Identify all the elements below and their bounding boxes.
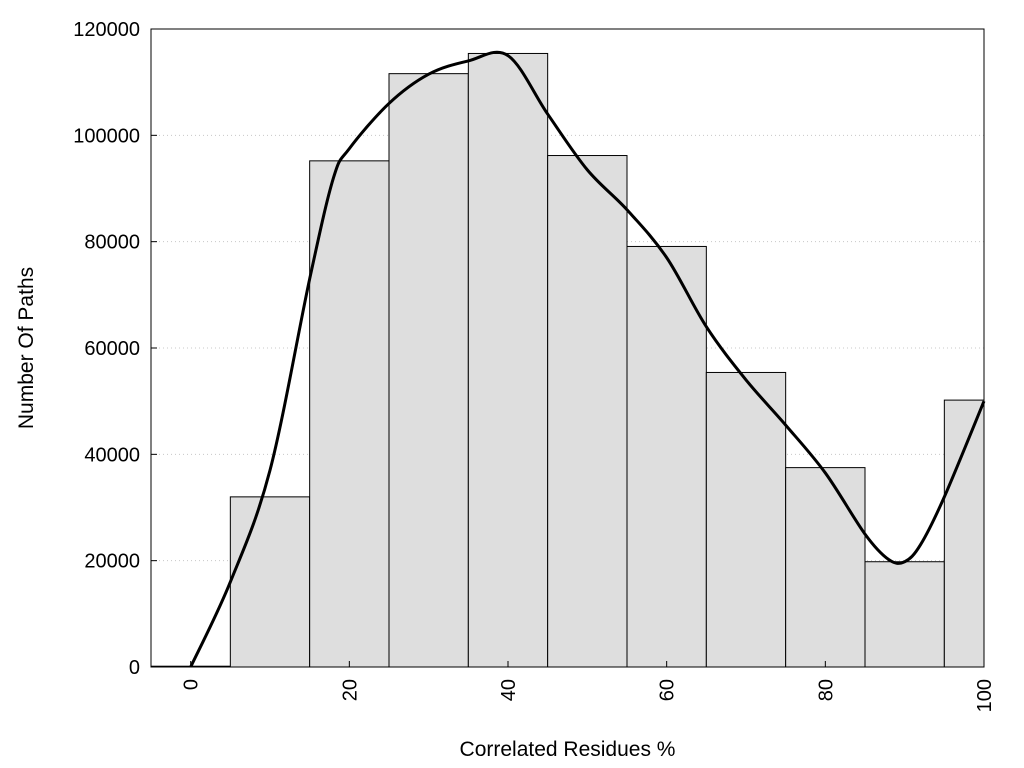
histogram-bar [943, 399, 985, 668]
curve-layer [189, 50, 986, 668]
histogram-bar [309, 160, 390, 668]
histogram-bar [864, 561, 945, 668]
x-axis-title: Correlated Residues % [460, 738, 676, 761]
histogram-bar [705, 371, 787, 668]
x-tick-label: 0 [181, 679, 203, 690]
y-tick-label: 100000 [73, 125, 140, 147]
histogram-bar [547, 155, 628, 668]
histogram-bar [229, 496, 311, 668]
x-tick-label: 100 [974, 679, 996, 712]
histogram-bar [388, 73, 469, 668]
x-tick-label: 40 [498, 679, 520, 701]
y-tick-label: 0 [129, 657, 140, 679]
x-tick-label: 60 [657, 679, 679, 701]
histogram-bar [785, 467, 866, 668]
y-tick-label: 40000 [84, 444, 140, 466]
y-axis-ticks: 0 20000 40000 60000 80000 100000 120000 [73, 19, 157, 679]
y-tick-label: 80000 [84, 232, 140, 254]
x-tick-label: 20 [339, 679, 361, 701]
x-axis-ticks: 0 20 40 60 80 100 [181, 661, 996, 712]
histogram-bar [467, 52, 549, 668]
bars [150, 52, 985, 668]
density-curve [189, 50, 986, 668]
y-axis-title: Number Of Paths [15, 267, 38, 429]
x-tick-label: 80 [815, 679, 837, 701]
histogram-bar [626, 245, 707, 668]
y-tick-label: 20000 [84, 551, 140, 573]
y-tick-label: 120000 [73, 19, 140, 41]
y-tick-label: 60000 [84, 338, 140, 360]
